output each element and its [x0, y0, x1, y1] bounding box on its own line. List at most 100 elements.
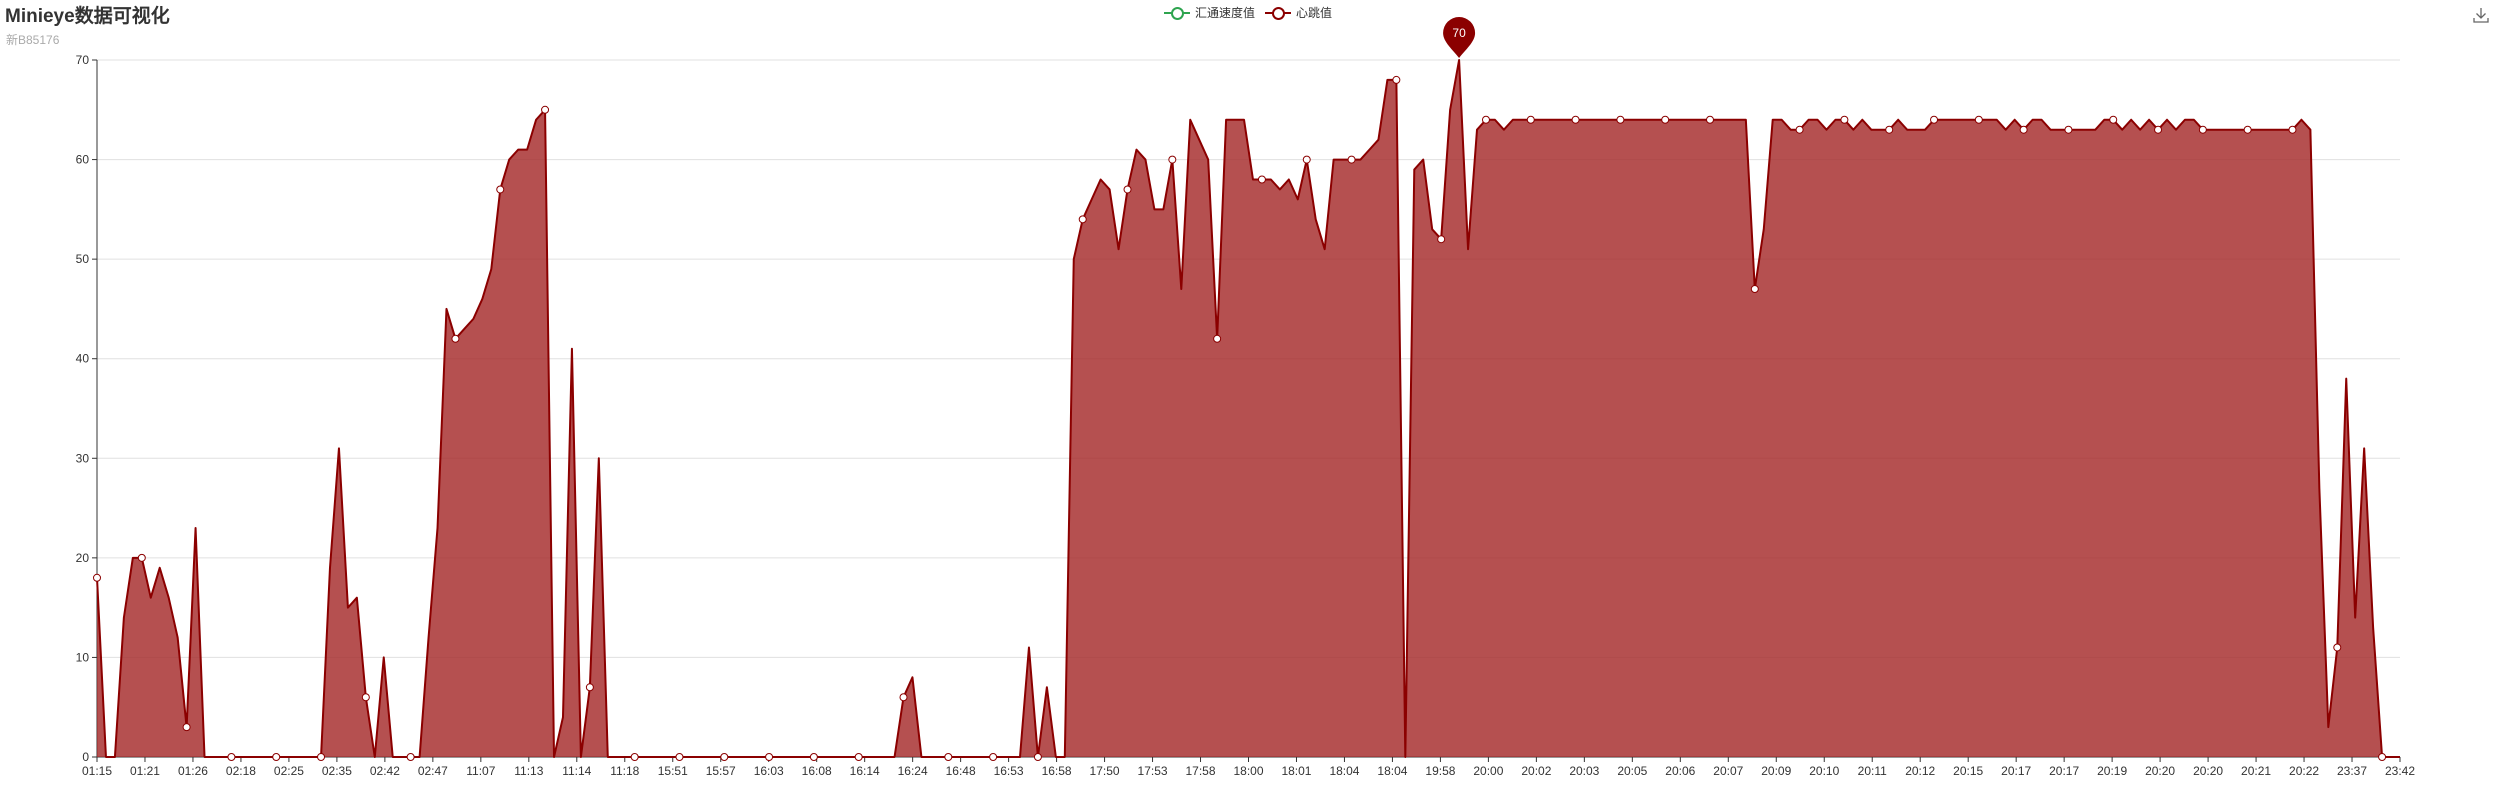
legend: 汇通速度值 心跳值	[0, 4, 2500, 21]
x-tick-label: 18:04	[1329, 764, 1359, 778]
series-area	[97, 60, 2400, 757]
y-tick-label: 60	[76, 153, 90, 167]
data-point	[1750, 285, 1759, 294]
x-tick-label: 11:13	[514, 764, 543, 778]
y-tick-label: 40	[76, 352, 90, 366]
x-tick-label: 01:26	[178, 764, 208, 778]
x-tick-label: 20:07	[1713, 764, 1743, 778]
legend-series-1-icon	[1163, 6, 1190, 20]
x-tick-label: 23:42	[2385, 764, 2415, 778]
data-point	[765, 753, 774, 761]
data-point	[2064, 125, 2073, 134]
max-marker-label: 70	[1452, 26, 1466, 40]
data-point	[1930, 115, 1939, 124]
x-tick-label: 20:21	[2241, 764, 2271, 778]
data-point	[227, 753, 236, 761]
data-point	[1616, 115, 1625, 124]
data-point	[2198, 125, 2207, 134]
data-point	[899, 693, 908, 702]
data-point	[944, 753, 953, 761]
x-tick-label: 20:20	[2145, 764, 2175, 778]
x-tick-label: 20:03	[1569, 764, 1599, 778]
data-point	[406, 753, 415, 761]
chart-title: Minieye数据可视化	[5, 6, 170, 27]
data-point	[720, 753, 729, 761]
data-point	[2154, 125, 2163, 134]
y-tick-label: 0	[82, 750, 89, 764]
x-tick-label: 11:18	[610, 764, 639, 778]
data-point	[2243, 125, 2252, 134]
x-tick-label: 20:12	[1905, 764, 1935, 778]
data-point	[854, 753, 863, 761]
x-tick-label: 20:19	[2097, 764, 2127, 778]
data-point	[496, 185, 505, 194]
data-point	[2378, 753, 2387, 761]
data-point	[809, 753, 818, 761]
x-tick-label: 18:00	[1233, 764, 1263, 778]
data-point	[2288, 125, 2297, 134]
data-point	[1885, 125, 1894, 134]
x-tick-label: 17:53	[1138, 764, 1168, 778]
x-tick-label: 20:00	[1473, 764, 1503, 778]
x-tick-label: 11:14	[562, 764, 591, 778]
x-tick-label: 02:42	[370, 764, 400, 778]
legend-item-series-1[interactable]: 汇通速度值	[1163, 4, 1255, 21]
data-point	[137, 553, 146, 562]
y-tick-label: 50	[76, 252, 90, 266]
data-point	[1705, 115, 1714, 124]
data-point	[1392, 75, 1401, 84]
data-point	[1437, 235, 1446, 244]
data-point	[989, 753, 998, 761]
x-tick-label: 16:14	[850, 764, 880, 778]
x-tick-label: 15:51	[658, 764, 688, 778]
y-tick-label: 70	[76, 53, 90, 67]
x-tick-label: 16:58	[1042, 764, 1072, 778]
data-point	[1526, 115, 1535, 124]
data-point	[1974, 115, 1983, 124]
download-icon[interactable]	[2472, 6, 2490, 24]
x-tick-label: 20:06	[1665, 764, 1695, 778]
x-tick-label: 01:21	[130, 764, 160, 778]
x-tick-label: 18:04	[1377, 764, 1407, 778]
data-point	[1168, 155, 1177, 164]
data-point	[361, 693, 370, 702]
data-point	[1481, 115, 1490, 124]
x-tick-label: 17:50	[1090, 764, 1120, 778]
series-line	[96, 59, 2400, 758]
data-point	[93, 573, 101, 582]
x-tick-label: 16:53	[994, 764, 1024, 778]
data-point	[1033, 753, 1042, 761]
legend-series-2-label: 心跳值	[1296, 6, 1333, 20]
max-marker-pin	[1443, 17, 1476, 58]
legend-series-2-icon	[1265, 6, 1291, 20]
x-tick-label: 02:25	[274, 764, 304, 778]
data-point	[182, 723, 191, 732]
data-point	[2109, 115, 2118, 124]
y-tick-label: 20	[76, 551, 90, 565]
legend-item-series-2[interactable]: 心跳值	[1265, 4, 1332, 21]
x-tick-label: 15:57	[706, 764, 736, 778]
data-point	[1123, 185, 1132, 194]
x-tick-label: 11:07	[466, 764, 495, 778]
x-tick-label: 19:58	[1425, 764, 1455, 778]
data-point	[1795, 125, 1804, 134]
x-tick-label: 16:24	[898, 764, 928, 778]
x-tick-label: 20:17	[2049, 764, 2079, 778]
x-tick-label: 20:17	[2001, 764, 2031, 778]
data-point	[1257, 175, 1266, 184]
data-point	[630, 753, 639, 761]
data-point	[1347, 155, 1356, 164]
x-tick-label: 02:47	[418, 764, 448, 778]
data-point	[1840, 115, 1849, 124]
legend-series-1-label: 汇通速度值	[1194, 6, 1255, 20]
data-point	[1213, 334, 1222, 343]
chart-subtitle: 新B85176	[6, 33, 60, 47]
data-point	[272, 753, 281, 761]
x-tick-label: 20:15	[1953, 764, 1983, 778]
data-point	[1661, 115, 1670, 124]
data-point	[675, 753, 684, 761]
x-tick-label: 20:05	[1617, 764, 1647, 778]
data-point	[451, 334, 460, 343]
x-tick-label: 20:09	[1761, 764, 1791, 778]
data-point	[2333, 643, 2342, 652]
